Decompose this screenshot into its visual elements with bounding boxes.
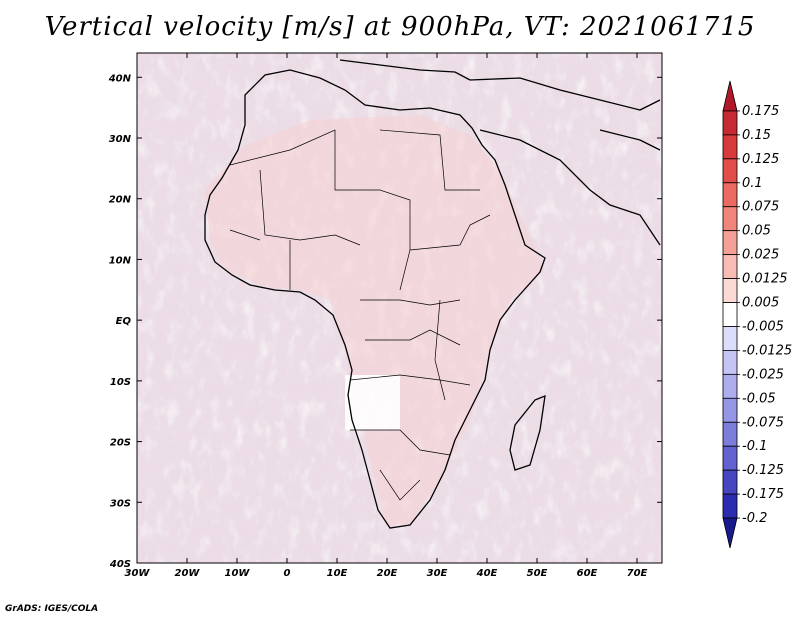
credit-text: GrADS: IGES/COLA (5, 604, 99, 614)
longitude-axis: 30W 20W 10W 0 10E 20E 30E 40E 50E 60E 70E (125, 53, 648, 579)
colorbar-label: 0.175 (742, 104, 779, 119)
colorbar-label: -0.0125 (742, 343, 792, 358)
lat-label: 30N (109, 134, 132, 145)
colorbar-swatch (722, 158, 738, 184)
lon-label: 30W (125, 568, 151, 579)
colorbar-swatch (722, 134, 738, 160)
colorbar-label: -0.005 (742, 319, 784, 334)
colorbar-swatch (722, 421, 738, 447)
colorbar-label: 0.125 (742, 152, 779, 167)
colorbar-swatch (722, 326, 738, 351)
colorbar-label: -0.175 (742, 487, 784, 502)
lon-label: 30E (427, 568, 448, 579)
colorbar-label: -0.025 (742, 367, 784, 382)
lon-label: 20W (175, 568, 201, 579)
colorbar-bottom-arrow (722, 517, 738, 549)
colorbar-label: 0.0125 (742, 272, 788, 287)
lat-label: EQ (116, 316, 132, 327)
lon-label: 70E (627, 568, 648, 579)
map-title: Vertical velocity [m/s] at 900hPa, VT: 2… (44, 12, 756, 42)
lon-label: 40E (476, 568, 498, 579)
colorbar-swatch (722, 350, 738, 375)
country-borders (229, 129, 491, 501)
colorbar-label: 0.075 (742, 200, 779, 215)
lat-label: 40N (108, 73, 132, 84)
colorbar-swatch (722, 278, 738, 303)
colorbar-label: 0.05 (742, 224, 771, 239)
lat-label: 40S (109, 559, 131, 570)
latitude-axis: 40N 30N 20N 10N EQ 10S 20S 30S 40S (108, 73, 662, 570)
colorbar-label: 0.025 (742, 248, 779, 263)
colorbar-label: -0.1 (742, 439, 767, 454)
colorbar-swatch (722, 206, 738, 232)
colorbar-swatch (722, 182, 738, 208)
lon-label: 60E (577, 568, 598, 579)
lat-label: 20N (109, 195, 132, 206)
coastlines (204, 59, 661, 529)
lon-label: 10W (225, 568, 251, 579)
colorbar-top-arrow (722, 80, 738, 112)
colorbar-swatch (722, 302, 738, 327)
colorbar-swatch (722, 230, 738, 256)
colorbar-swatch (722, 469, 738, 495)
colorbar-label: -0.125 (742, 463, 784, 478)
velocity-field (137, 53, 662, 563)
plot-frame (136, 52, 663, 564)
colorbar-label: 0.1 (742, 176, 763, 191)
colorbar-label: -0.2 (742, 511, 767, 526)
lat-label: 10S (110, 377, 131, 388)
lat-label: 20S (110, 438, 131, 449)
lat-label: 30S (110, 498, 131, 509)
colorbar-swatch (722, 493, 738, 519)
colorbar: 0.175 0.15 0.125 0.1 0.075 0.05 0.025 0.0125 0.0… (722, 80, 792, 549)
colorbar-swatch (722, 373, 738, 399)
lon-label: 20E (377, 568, 398, 579)
lon-label: 10E (327, 568, 348, 579)
lon-label: 0 (284, 568, 291, 579)
colorbar-swatch (722, 445, 738, 471)
colorbar-swatch (722, 397, 738, 423)
colorbar-label: -0.05 (742, 391, 776, 406)
colorbar-label: 0.15 (742, 128, 771, 143)
colorbar-swatch (722, 110, 738, 136)
lat-label: 10N (109, 255, 132, 266)
colorbar-label: 0.005 (742, 296, 779, 311)
colorbar-swatch (722, 254, 738, 279)
colorbar-label: -0.075 (742, 415, 784, 430)
lon-label: 50E (527, 568, 548, 579)
